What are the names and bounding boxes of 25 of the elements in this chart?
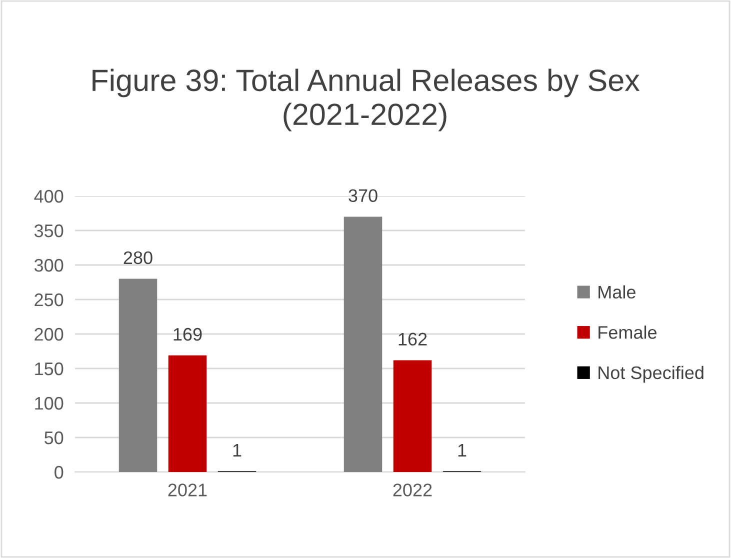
bar [344,216,382,472]
legend-label: Male [598,285,636,299]
chart-title: Figure 39: Total Annual Releases by Sex (2021-2022) [92,68,640,132]
x-tick-label: 2021 [168,484,207,496]
bar [393,360,432,472]
legend-label: Female [598,326,657,339]
y-tick-label: 350 [34,224,64,238]
data-label: 1 [233,444,242,456]
data-label: 280 [124,251,152,264]
x-tick-label: 2022 [393,484,432,496]
y-tick-label: 200 [34,328,64,341]
y-tick-label: 400 [34,190,64,203]
y-tick-label: 250 [34,293,64,306]
y-tick-label: 0 [54,466,64,479]
bar [168,355,207,472]
legend-label: Not Specified [598,366,704,383]
y-tick-label: 300 [34,258,64,272]
data-label: 1 [458,444,466,456]
bar [118,278,158,472]
data-label: 370 [348,189,378,202]
y-tick-label: 50 [44,431,64,444]
y-tick-label: 150 [35,362,64,376]
data-label: 162 [398,332,427,346]
data-label: 169 [174,328,202,341]
y-tick-label: 100 [35,396,64,410]
